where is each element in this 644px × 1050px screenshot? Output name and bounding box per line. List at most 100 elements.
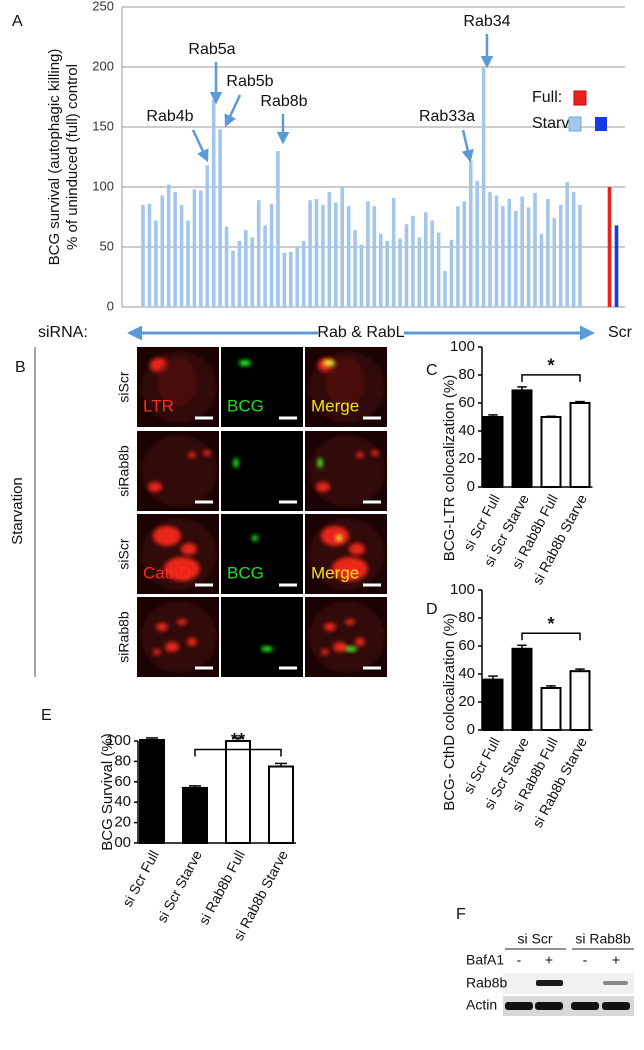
bar [199, 190, 203, 307]
bar [436, 232, 441, 307]
y-tick-label: 80 [114, 752, 131, 769]
bar [578, 205, 582, 307]
bar [607, 187, 612, 307]
bar [520, 196, 524, 307]
y-tick-label: 100 [450, 338, 475, 355]
y-tick-label: 200 [92, 58, 114, 73]
bar [179, 205, 184, 307]
y-tick-label: 40 [114, 793, 131, 810]
significance-bracket [521, 374, 581, 382]
panel-label: F [456, 906, 466, 923]
red-signal [356, 452, 364, 458]
bar [359, 244, 364, 307]
bar [533, 193, 537, 307]
bar [139, 738, 165, 844]
y-tick-label: 50 [100, 238, 114, 253]
bar [513, 211, 518, 307]
y-tick-label: 0 [467, 478, 475, 495]
bar [507, 199, 512, 307]
bar [511, 647, 533, 731]
panel-label: B [15, 359, 26, 376]
legend-swatch [573, 90, 587, 106]
y-tick-label: 80 [458, 609, 475, 626]
blot-strip [503, 973, 634, 994]
bar [552, 218, 557, 307]
bar [558, 205, 563, 307]
red-signal [321, 649, 329, 655]
green-signal [233, 458, 239, 468]
legend-label: Full: [532, 89, 562, 106]
red-signal [371, 450, 379, 456]
red-signal [355, 638, 365, 646]
y-tick-label: 100 [106, 732, 131, 749]
bar [263, 225, 267, 307]
y-tick-label: 150 [92, 118, 114, 133]
red-signal [156, 623, 168, 631]
y-tick-label: 60 [458, 394, 475, 411]
red-signal [188, 452, 196, 458]
bar [456, 206, 460, 307]
y-tick-label: 60 [458, 637, 475, 654]
cell-outline [309, 435, 385, 507]
bar [488, 191, 492, 307]
bar [205, 165, 210, 307]
x-tick-label: si Scr Starve [154, 847, 205, 925]
x-axis-title: Rab & RabL [317, 324, 404, 341]
red-signal [325, 357, 365, 407]
bar [482, 678, 504, 731]
group-label: si Scr [518, 931, 553, 947]
x-label-prefix: siRNA: [38, 324, 88, 341]
green-signal [323, 360, 335, 366]
red-signal [324, 623, 336, 631]
bar [430, 220, 434, 307]
bar [372, 206, 377, 307]
y-tick-label: 00 [114, 834, 131, 851]
annotation: Rab34 [463, 13, 510, 30]
red-signal [153, 526, 181, 546]
bar [468, 160, 473, 307]
red-signal [181, 543, 197, 555]
bar [353, 230, 357, 307]
cell-outline [141, 435, 217, 507]
green-signal [317, 458, 323, 468]
bar [569, 402, 591, 488]
bar [182, 786, 208, 844]
y-axis-title: BCG Survival (%) [99, 733, 116, 851]
red-signal [165, 642, 179, 652]
y-tick-label: 250 [92, 0, 114, 13]
bar [224, 226, 229, 307]
bar [411, 215, 415, 307]
y-tick-label: 40 [458, 422, 475, 439]
channel-label: BCG [227, 563, 264, 582]
bar [340, 187, 345, 307]
bar [417, 237, 422, 307]
red-signal [321, 526, 349, 546]
red-signal [203, 450, 211, 456]
channel-label: CathD [143, 563, 191, 582]
panel-label: E [41, 707, 52, 724]
y-tick-label: 60 [114, 773, 131, 790]
bar [540, 687, 562, 731]
red-signal [153, 649, 161, 655]
y-tick-label: 40 [458, 665, 475, 682]
bar [289, 251, 293, 307]
y-tick-label: 0 [467, 721, 475, 738]
row-label: siScr [116, 538, 132, 569]
red-signal [316, 482, 330, 492]
bar [327, 191, 332, 307]
red-signal [345, 619, 355, 625]
blot-row-label: Actin [466, 997, 497, 1013]
bar [211, 99, 216, 308]
bar [282, 253, 287, 307]
y-axis-title: BCG-LTR colocalization (%) [441, 375, 458, 561]
annotation-arrow [461, 129, 474, 163]
blot-band [602, 1002, 630, 1010]
red-signal [187, 638, 197, 646]
bar [237, 241, 242, 307]
bar [314, 199, 319, 307]
bar [250, 237, 255, 307]
red-signal [164, 557, 200, 581]
cell-outline [309, 601, 385, 673]
bar [398, 238, 402, 307]
red-signal [148, 482, 162, 492]
